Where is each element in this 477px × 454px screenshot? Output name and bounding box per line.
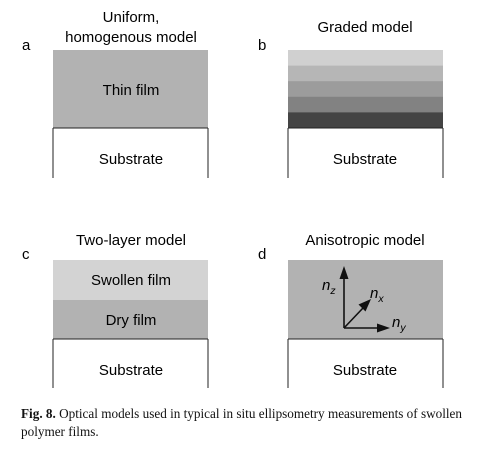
panel-b-title: Graded model xyxy=(317,19,412,36)
ny-label: ny xyxy=(392,314,406,334)
caption-text: Optical models used in typical in situ e… xyxy=(21,406,462,439)
ny-arrowhead xyxy=(377,323,390,333)
panel-c-swollen-label: Swollen film xyxy=(91,272,171,289)
panel-b-substrate xyxy=(287,127,444,178)
panel-d-letter: d xyxy=(258,246,266,263)
graded-layer-3 xyxy=(288,81,443,98)
panel-b-substrate-label: Substrate xyxy=(333,151,397,168)
panel-c-dry-label: Dry film xyxy=(106,312,157,329)
graded-layer-5 xyxy=(288,112,443,129)
panel-b: b Graded model Substrate xyxy=(258,19,444,178)
panel-d-anisotropic-film xyxy=(288,260,443,339)
nz-arrowhead xyxy=(339,266,349,279)
panel-b-letter: b xyxy=(258,37,266,54)
nx-label: nx xyxy=(370,285,384,305)
panel-c: c Two-layer model Swollen film Dry film … xyxy=(22,232,209,388)
panel-a-title-line1: Uniform, xyxy=(103,9,160,26)
panel-d-substrate xyxy=(287,338,444,388)
panel-c-substrate xyxy=(52,338,209,388)
panel-a-thin-film xyxy=(53,50,208,128)
nz-label: nz xyxy=(322,277,336,297)
graded-layer-2 xyxy=(288,65,443,82)
panel-c-swollen-film xyxy=(53,260,208,300)
panel-a: a Uniform, homogenous model Thin film Su… xyxy=(22,9,209,178)
panel-a-substrate xyxy=(52,127,209,178)
panel-c-substrate-label: Substrate xyxy=(99,362,163,379)
panel-b-graded-film xyxy=(288,50,443,129)
caption-label: Fig. 8. xyxy=(21,406,56,421)
panel-d-substrate-label: Substrate xyxy=(333,362,397,379)
panel-d: d Anisotropic model nz nx ny Substrate xyxy=(258,232,444,388)
graded-layer-4 xyxy=(288,96,443,113)
panel-c-dry-film xyxy=(53,300,208,339)
panel-a-substrate-label: Substrate xyxy=(99,151,163,168)
graded-layer-1 xyxy=(288,50,443,66)
figure-caption: Fig. 8. Optical models used in typical i… xyxy=(21,405,466,441)
panel-a-film-label: Thin film xyxy=(103,82,160,99)
panel-a-title-line2: homogenous model xyxy=(65,29,197,46)
panel-c-letter: c xyxy=(22,246,30,263)
nx-axis-line xyxy=(343,307,364,329)
panel-a-letter: a xyxy=(22,37,31,54)
nx-arrowhead xyxy=(358,299,371,312)
refractive-index-axes xyxy=(339,266,390,333)
panel-c-title: Two-layer model xyxy=(76,232,186,249)
panel-d-title: Anisotropic model xyxy=(305,232,424,249)
